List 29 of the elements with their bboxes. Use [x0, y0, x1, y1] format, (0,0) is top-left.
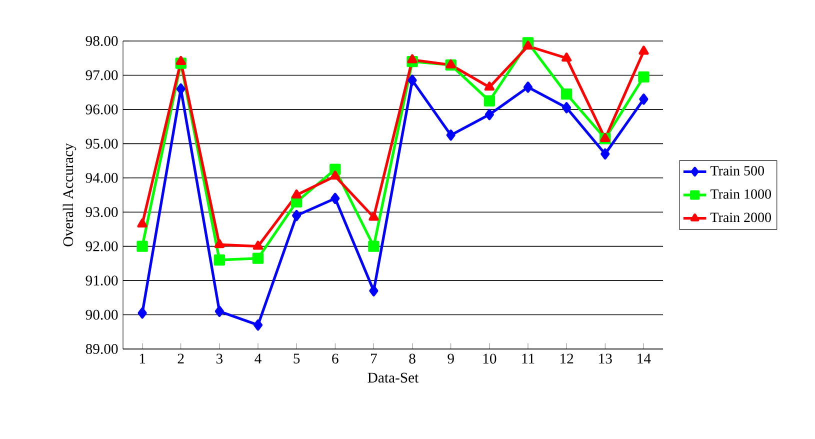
x-tick-label: 2: [178, 354, 184, 364]
y-tick-label: 97.00: [86, 70, 118, 80]
legend-label: Train 1000: [710, 189, 771, 199]
x-tick-label: 5: [294, 354, 300, 364]
y-tick-label: 91.00: [86, 276, 118, 286]
y-tick-label: 94.00: [86, 172, 118, 183]
legend-label: Train 500: [710, 166, 764, 176]
y-axis-title: Overall Accuracy: [62, 143, 76, 246]
x-tick-label: 12: [560, 354, 574, 364]
y-tick-label: 92.00: [86, 241, 118, 252]
x-tick-label: 3: [216, 354, 223, 364]
y-tick-label: 98.00: [86, 36, 118, 46]
x-tick-label: 9: [448, 354, 454, 364]
x-tick-label: 8: [409, 354, 416, 364]
x-tick-label: 13: [599, 354, 612, 364]
y-tick-label: 89.00: [86, 344, 118, 354]
x-tick-label: 6: [332, 354, 338, 364]
x-tick-label: 14: [638, 354, 651, 364]
y-tick-label: 96.00: [86, 104, 118, 114]
x-tick-label: 4: [254, 354, 262, 364]
x-tick-label: 1: [140, 354, 146, 364]
legend-label: Train 2000: [710, 212, 771, 222]
y-tick-label: 90.00: [86, 310, 118, 320]
x-tick-label: 10: [483, 354, 496, 364]
y-tick-label: 95.00: [86, 138, 118, 149]
x-tick-label: 11: [522, 354, 534, 364]
x-axis-title: Data-Set: [368, 372, 419, 383]
y-tick-label: 93.00: [86, 207, 118, 218]
x-tick-label: 7: [371, 354, 377, 364]
